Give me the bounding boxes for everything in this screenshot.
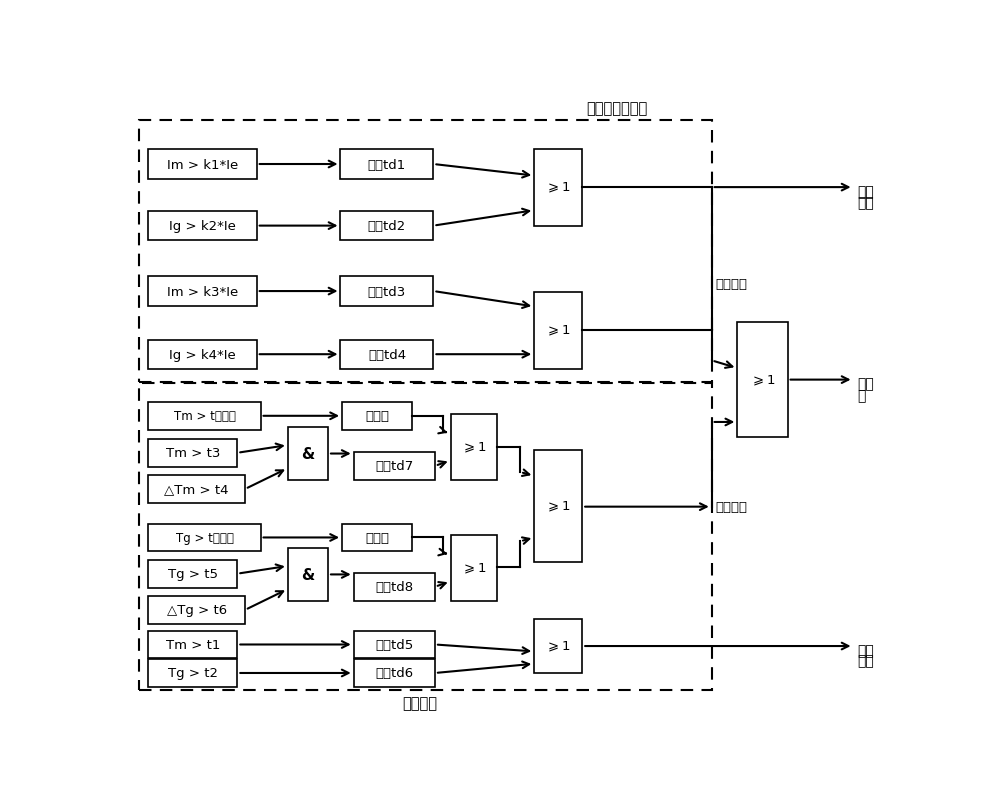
Text: $\geqslant$1: $\geqslant$1	[545, 639, 571, 654]
Bar	[139, 121, 712, 382]
Bar	[534, 292, 582, 369]
Text: Ig > k4*Ie: Ig > k4*Ie	[169, 349, 236, 361]
Text: &: &	[301, 567, 315, 582]
Bar	[450, 414, 497, 480]
Bar	[340, 212, 433, 241]
Bar	[148, 560, 237, 588]
Bar	[148, 631, 237, 658]
Text: △Tm > t4: △Tm > t4	[164, 483, 229, 495]
Text: $\geqslant$1: $\geqslant$1	[545, 324, 571, 338]
Bar	[148, 659, 237, 687]
Bar	[342, 402, 412, 430]
Bar	[148, 402, 261, 430]
Bar	[148, 277, 257, 306]
Bar	[148, 475, 245, 503]
Text: 反时限: 反时限	[365, 410, 389, 422]
Bar	[534, 149, 582, 226]
Text: 延时td2: 延时td2	[368, 220, 406, 233]
Bar	[148, 524, 261, 552]
Text: 延时td7: 延时td7	[375, 460, 413, 473]
Bar	[139, 384, 712, 690]
Bar	[148, 340, 257, 369]
Bar	[354, 452, 435, 480]
Text: Tg > t5: Tg > t5	[168, 568, 218, 581]
Text: 报警: 报警	[857, 654, 874, 668]
Bar	[340, 277, 433, 306]
Text: 反时限: 反时限	[365, 532, 389, 544]
Bar	[288, 548, 328, 601]
Text: 温度判据: 温度判据	[402, 695, 437, 710]
Text: Tg > t2: Tg > t2	[168, 666, 218, 679]
Text: 延时td6: 延时td6	[375, 666, 413, 679]
Text: 延时td8: 延时td8	[375, 581, 413, 593]
Text: 延时td1: 延时td1	[368, 158, 406, 171]
Bar	[340, 150, 433, 179]
Text: Tm > t3: Tm > t3	[166, 446, 220, 459]
Text: $\geqslant$1: $\geqslant$1	[750, 373, 775, 387]
Text: Im > k1*Ie: Im > k1*Ie	[167, 158, 238, 171]
Bar	[148, 150, 257, 179]
Bar	[354, 573, 435, 601]
Text: △Tg > t6: △Tg > t6	[167, 604, 227, 617]
Text: 延时td3: 延时td3	[368, 285, 406, 298]
Text: $\geqslant$1: $\geqslant$1	[461, 561, 487, 575]
Text: $\geqslant$1: $\geqslant$1	[545, 181, 571, 195]
Text: $\geqslant$1: $\geqslant$1	[545, 499, 571, 514]
Bar	[450, 536, 497, 601]
Bar	[354, 631, 435, 658]
Text: 过温: 过温	[857, 643, 874, 657]
Bar	[288, 428, 328, 480]
Bar	[148, 212, 257, 241]
Text: 过流动作: 过流动作	[716, 278, 748, 291]
Text: Im > k3*Ie: Im > k3*Ie	[167, 285, 238, 298]
Text: 关: 关	[857, 389, 866, 402]
Text: 延时td5: 延时td5	[375, 638, 413, 651]
Bar	[354, 659, 435, 687]
Bar	[148, 439, 237, 467]
Text: 延时td4: 延时td4	[368, 349, 406, 361]
Text: 过流: 过流	[857, 185, 874, 198]
Text: 过电流速断判据: 过电流速断判据	[586, 101, 648, 116]
Bar	[148, 597, 245, 624]
Text: 报警: 报警	[857, 196, 874, 210]
Bar	[534, 451, 582, 562]
Text: Tg > t反时限: Tg > t反时限	[176, 532, 233, 544]
Text: 跳开: 跳开	[857, 377, 874, 391]
Bar	[534, 619, 582, 673]
Text: $\geqslant$1: $\geqslant$1	[461, 440, 487, 454]
Text: 过温动作: 过温动作	[716, 500, 748, 514]
Bar	[340, 340, 433, 369]
Text: Tm > t反时限: Tm > t反时限	[174, 410, 235, 422]
Text: &: &	[301, 446, 315, 462]
Text: Ig > k2*Ie: Ig > k2*Ie	[169, 220, 236, 233]
Bar	[737, 323, 788, 438]
Text: Tm > t1: Tm > t1	[166, 638, 220, 651]
Bar	[342, 524, 412, 552]
